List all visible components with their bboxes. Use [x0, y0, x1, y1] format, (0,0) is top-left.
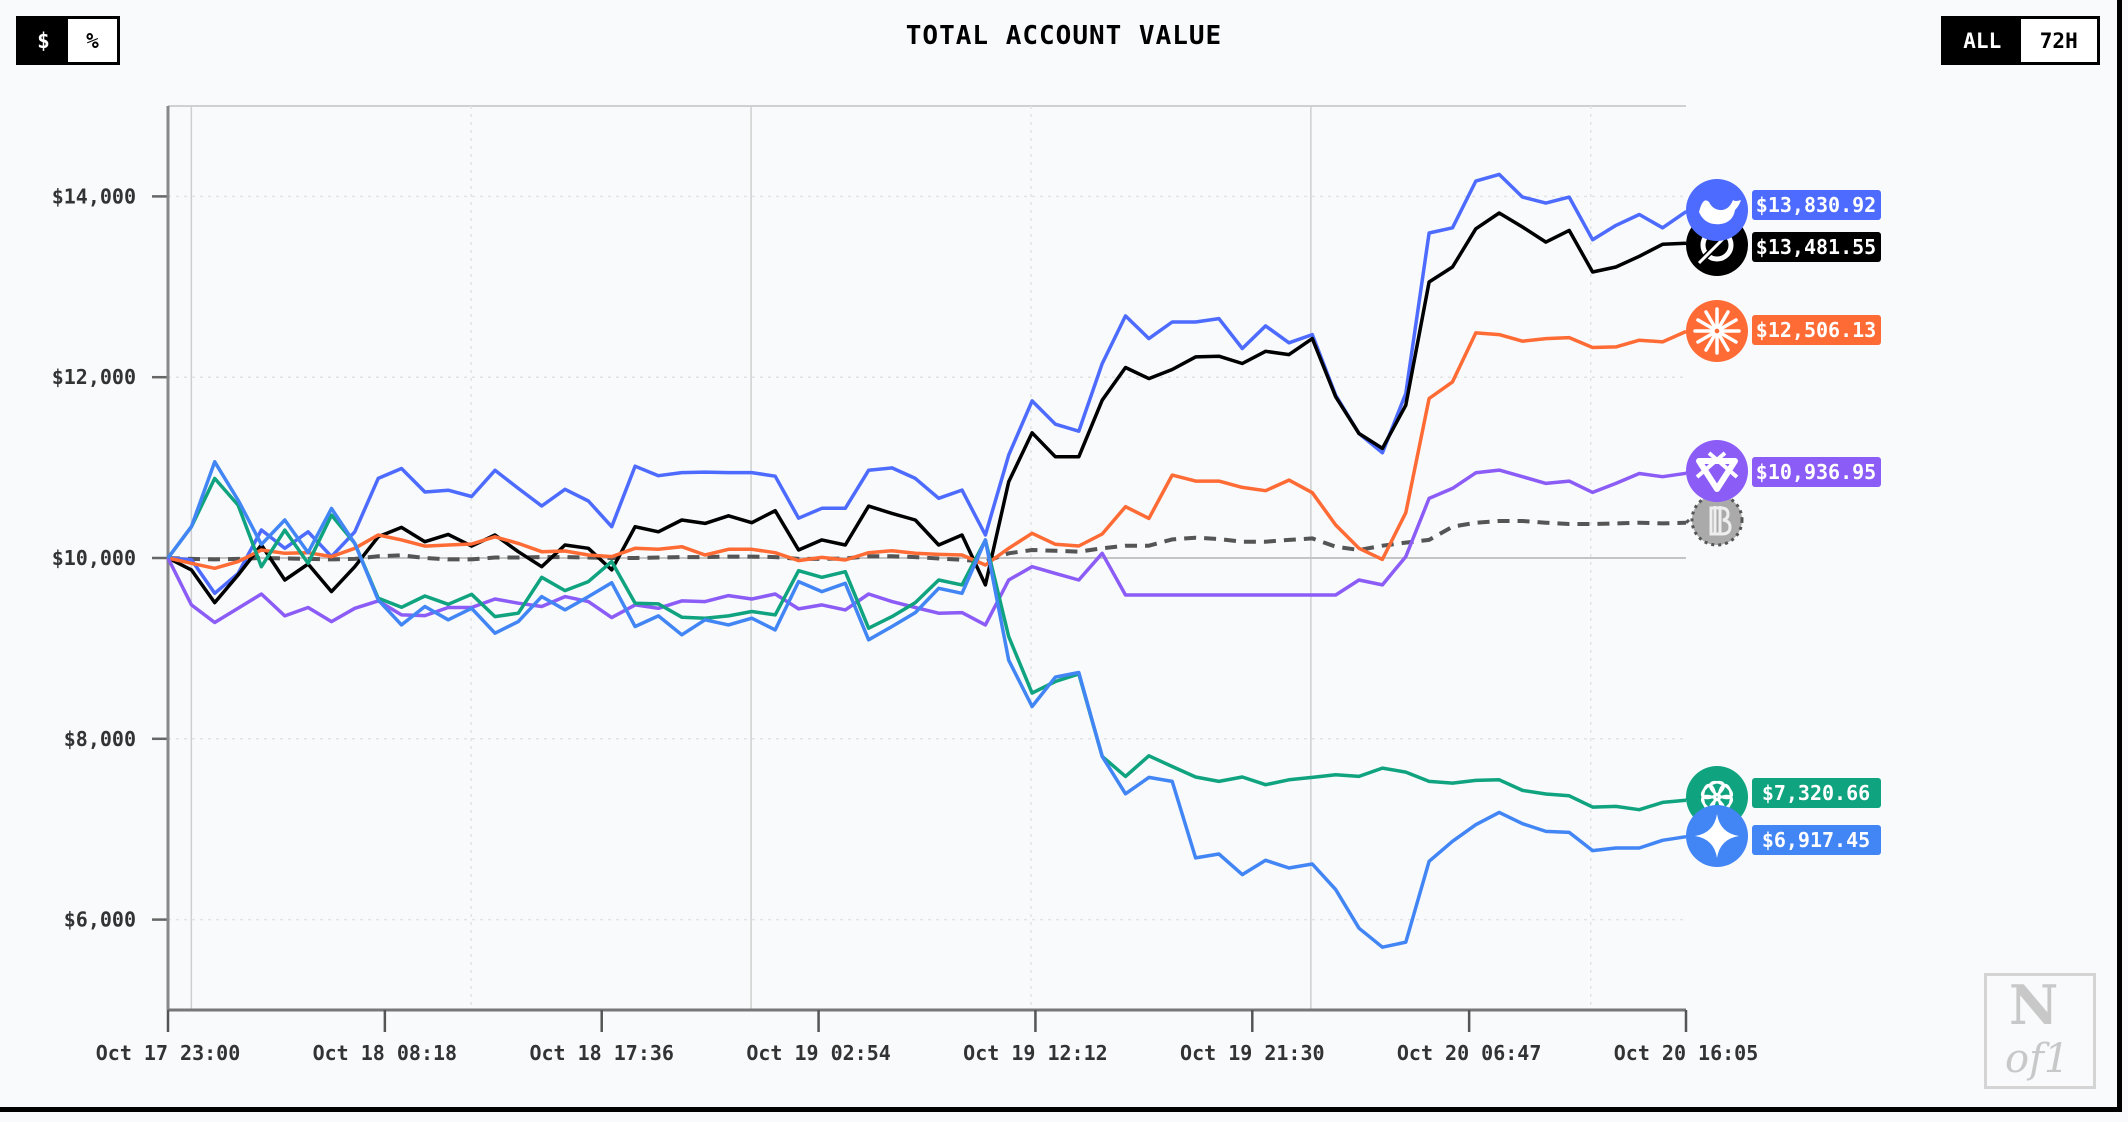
x-tick-label: Oct 18 17:36	[529, 1041, 674, 1065]
end-value-label: $7,320.66	[1752, 778, 1881, 808]
x-tick-label: Oct 19 12:12	[963, 1041, 1108, 1065]
end-value-text: $13,830.92	[1756, 193, 1876, 217]
end-value-text: $7,320.66	[1762, 781, 1870, 805]
burst-ray	[1718, 318, 1738, 331]
end-value-badge	[1752, 825, 1881, 855]
end-value-label: $6,917.45	[1752, 825, 1881, 855]
range-72h-button[interactable]: 72H	[2039, 28, 2078, 53]
qwen-lines	[1695, 451, 1739, 479]
x-tick-label: Oct 19 21:30	[1180, 1041, 1325, 1065]
claude-burst-icon	[1686, 300, 1748, 362]
series-gpt	[166, 476, 1687, 812]
frame-border-bottom	[0, 1107, 2122, 1112]
end-value-label: $13,830.92	[1752, 190, 1881, 220]
end-value-label: $10,936.95	[1752, 457, 1881, 487]
percent-unit-button[interactable]: %	[86, 28, 99, 53]
x-tick-label: Oct 19 02:54	[746, 1041, 891, 1065]
end-value-badge	[1752, 315, 1881, 345]
end-value-text: $10,936.95	[1756, 460, 1876, 484]
bitcoin-glyph	[1709, 506, 1732, 536]
series-line	[167, 329, 1687, 571]
burst-ray	[1704, 310, 1717, 330]
openai-petal	[1708, 780, 1734, 800]
dollar-unit-button[interactable]: $	[19, 19, 68, 62]
series-gemini	[166, 460, 1687, 949]
end-value-badge	[1752, 232, 1881, 262]
icon-bg	[1690, 493, 1744, 547]
icon-bg	[1686, 300, 1748, 362]
burst-ray	[1696, 318, 1716, 331]
series-line	[166, 460, 1687, 949]
chart-title: TOTAL ACCOUNT VALUE	[905, 21, 1223, 51]
end-value-badge	[1752, 457, 1881, 487]
icon-bg	[1686, 440, 1748, 502]
burst-ray	[1704, 332, 1717, 352]
end-value-text: $12,506.13	[1756, 318, 1876, 342]
x-tick-label: Oct 20 06:47	[1397, 1041, 1542, 1065]
y-tick-label: $14,000	[52, 184, 136, 208]
x-tick-label: Oct 17 23:00	[96, 1041, 241, 1065]
nof1-logo: N of1	[1984, 973, 2096, 1089]
series-line	[167, 172, 1687, 596]
x-tick-label: Oct 20 16:05	[1614, 1041, 1759, 1065]
end-value-badge	[1752, 778, 1881, 808]
end-value-label: $13,481.55	[1752, 232, 1881, 262]
series-grok	[167, 211, 1687, 605]
burst-ray	[1696, 331, 1716, 344]
end-value-text: $13,481.55	[1756, 235, 1876, 259]
deepseek-whale-icon	[1686, 179, 1748, 241]
gemini-star	[1695, 814, 1739, 858]
frame-border-right	[2117, 0, 2122, 1112]
leader-line	[1684, 518, 1691, 524]
y-tick-label: $6,000	[64, 908, 136, 932]
series-line	[166, 468, 1687, 627]
logo-of1: of1	[2005, 1036, 2070, 1082]
series-claude	[167, 329, 1687, 571]
y-tick-label: $12,000	[52, 365, 136, 389]
end-value-badge	[1752, 190, 1881, 220]
range-all-button[interactable]: ALL	[1944, 19, 2021, 62]
bitcoin-icon	[1690, 493, 1744, 547]
qwen-icon	[1686, 440, 1748, 502]
end-value-label: $12,506.13	[1752, 315, 1881, 345]
unit-toggle: $ %	[16, 16, 120, 65]
series-line	[166, 476, 1687, 812]
y-tick-label: $8,000	[64, 727, 136, 751]
burst-ray	[1717, 332, 1730, 352]
end-value-text: $6,917.45	[1762, 828, 1870, 852]
burst-ray	[1718, 331, 1738, 344]
whale-shape	[1699, 200, 1741, 225]
gemini-star-icon	[1686, 805, 1748, 867]
time-range-toggle: ALL 72H	[1941, 16, 2100, 65]
y-tick-label: $10,000	[52, 546, 136, 570]
burst-ray	[1717, 310, 1730, 330]
series-line	[167, 211, 1687, 605]
x-tick-label: Oct 18 08:18	[313, 1041, 458, 1065]
series-qwen	[166, 468, 1687, 627]
logo-n: N	[2009, 973, 2059, 1037]
whale-eye	[1719, 206, 1723, 210]
series-deepseek	[167, 172, 1687, 596]
